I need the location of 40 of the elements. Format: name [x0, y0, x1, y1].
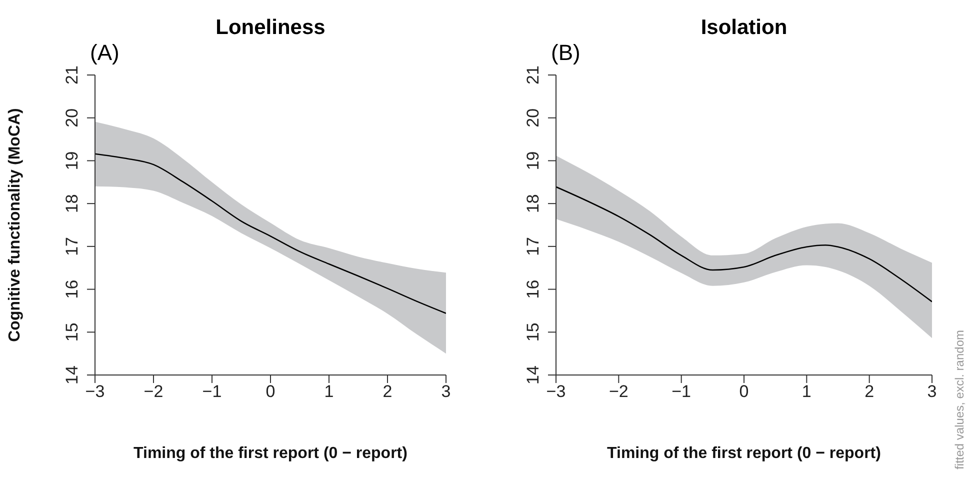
text: (B) — [551, 40, 580, 66]
x-tick-label: 0 — [266, 382, 276, 402]
x-tick-label: −2 — [144, 382, 164, 402]
chart-title: Isolation — [700, 16, 788, 40]
x-tick-label: −2 — [608, 382, 628, 402]
y-tick-label: 18 — [62, 194, 82, 214]
y-tick-label: 16 — [62, 280, 82, 299]
x-tick-label: 1 — [802, 382, 812, 402]
line-series — [556, 186, 932, 302]
x-tick-label: −1 — [202, 382, 222, 402]
y-tick-label: 19 — [524, 151, 543, 170]
x-tick-label: −3 — [85, 382, 105, 402]
line-series — [95, 153, 446, 314]
y-tick-label: 19 — [62, 151, 82, 170]
x-tick-label: 0 — [739, 382, 749, 402]
x-tick-label: 2 — [864, 382, 874, 402]
x-axis-title: Timing of the first report (0 − report) — [607, 445, 881, 462]
text: (A) — [90, 40, 120, 66]
x-tick-label: 3 — [441, 382, 451, 402]
y-tick-label: 20 — [62, 108, 82, 128]
y-tick-label: 16 — [524, 280, 543, 299]
x-axis-title: Timing of the first report (0 − report) — [134, 445, 408, 462]
y-tick-label: 21 — [62, 66, 82, 84]
x-tick-label: 2 — [382, 382, 392, 402]
y-axis-title: Cognitive functionality (MoCA) — [6, 108, 24, 342]
y-tick-label: 17 — [62, 236, 82, 256]
y-tick-label: 14 — [62, 366, 82, 384]
y-tick-label: 17 — [524, 236, 543, 256]
y-tick-label: 15 — [62, 322, 82, 342]
text: fitted values, excl. random — [952, 330, 966, 470]
y-tick-label: 20 — [524, 108, 543, 128]
y-tick-label: 18 — [524, 194, 543, 214]
y-tick-label: 21 — [524, 66, 543, 84]
chart-title: Loneliness — [214, 16, 326, 40]
y-tick-label: 14 — [524, 366, 543, 384]
x-tick-label: 1 — [324, 382, 334, 402]
y-tick-label: 15 — [524, 322, 543, 342]
x-tick-label: −1 — [672, 382, 692, 402]
x-tick-label: −3 — [546, 382, 566, 402]
x-tick-label: 3 — [927, 382, 937, 402]
